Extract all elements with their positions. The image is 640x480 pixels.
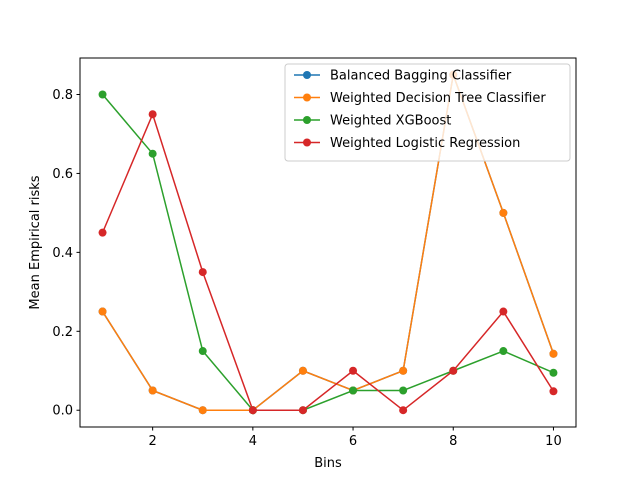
data-point [298,406,307,415]
series-line [101,112,555,412]
x-tick-label: 8 [449,434,457,449]
data-point [248,406,257,415]
legend: Balanced Bagging Classifier Weighted Deci… [284,63,571,162]
y-tick-label: 0.2 [52,325,73,340]
data-point [549,368,558,377]
legend-marker [303,138,311,147]
data-point [198,406,207,415]
y-tick-label: 0.4 [52,246,73,261]
data-point [499,347,508,356]
y-tick-label: 0.0 [52,404,73,419]
x-tick-label: 6 [349,434,357,449]
legend-marker [303,116,311,124]
legend-item: Weighted Decision Tree Classifier [294,91,546,106]
x-tick-label: 10 [545,434,562,449]
x-tick-label: 2 [149,434,157,449]
data-point [399,386,408,395]
data-point [399,406,408,415]
data-point [449,366,458,375]
axes-spines [79,57,577,428]
x-tick-label: 4 [249,434,257,449]
y-tick-label: 0.8 [52,88,73,103]
legend-label: Balanced Bagging Classifier [330,69,512,84]
data-point [198,347,207,356]
data-point [98,228,107,237]
series-3 [98,110,558,415]
data-point [298,366,307,375]
x-axis-label: Bins [314,456,342,471]
legend-item: Weighted XGBoost [294,114,451,129]
legend-item: Weighted Logistic Regression [294,136,520,151]
legend-item: Balanced Bagging Classifier [294,69,512,84]
data-point [98,307,107,316]
data-point [349,366,358,375]
legend-label: Weighted XGBoost [330,114,451,129]
data-point [148,386,157,395]
legend-label: Weighted Decision Tree Classifier [330,91,546,106]
legend-marker [303,93,311,102]
series-line [101,94,554,411]
data-point [349,386,358,395]
y-axis-label: Mean Empirical risks [28,175,43,309]
data-point [549,349,558,358]
data-point [399,366,408,375]
data-point [148,110,157,119]
legend-box [284,63,571,162]
data-point [148,149,157,158]
legend-marker [303,71,311,79]
ticks: 2 4 6 8 10 0.0 0.2 0.4 0.6 0.8 [52,88,561,449]
data-point [98,90,107,99]
axes-frame [79,57,577,428]
data-point [499,307,508,316]
data-point [549,387,558,396]
data-point [499,208,508,217]
data-point [198,268,207,277]
legend-label: Weighted Logistic Regression [330,136,520,151]
y-tick-label: 0.6 [52,167,73,182]
